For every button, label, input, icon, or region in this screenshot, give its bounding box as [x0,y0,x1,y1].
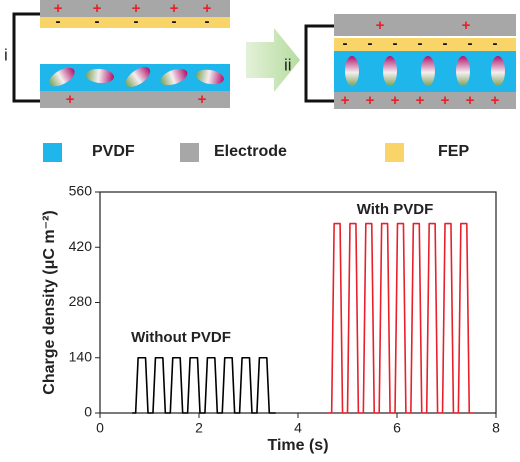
legend-swatch [180,143,199,162]
series-label: Without PVDF [131,329,231,346]
plus-sign: + [441,92,450,109]
electrode [334,14,516,36]
minus-sign: - [95,13,100,30]
x-axis-label: Time (s) [267,437,328,454]
x-tick-label: 0 [96,420,104,436]
series-label: With PVDF [357,201,434,218]
y-tick-label: 420 [69,238,93,254]
y-tick-label: 0 [84,404,92,420]
dipole [421,56,435,86]
minus-sign: - [205,13,210,30]
plus-sign: + [54,0,63,17]
legend-swatch [385,143,404,162]
plus-sign: + [341,92,350,109]
series-line [327,222,474,414]
dipole [86,68,114,84]
panel-label: ii [284,55,292,74]
plus-sign: + [93,0,102,17]
wire [12,12,40,103]
y-axis-label: Charge density (μC m⁻²) [41,210,58,394]
dipole [196,69,224,85]
dipole [456,56,470,86]
electrode [40,0,230,17]
fep-layer [334,38,516,51]
plus-sign: + [198,91,207,108]
minus-sign: - [468,35,473,52]
minus-sign: - [343,35,348,52]
plus-sign: + [416,92,425,109]
minus-sign: - [493,35,498,52]
minus-sign: - [418,35,423,52]
legend-label: Electrode [214,143,287,160]
wire [304,24,334,103]
plus-sign: + [462,17,471,34]
series-line [132,356,276,414]
minus-sign: - [172,13,177,30]
plus-sign: + [170,0,179,17]
legend-label: PVDF [92,143,135,160]
dipole [49,67,75,87]
plus-sign: + [366,92,375,109]
electrode [40,91,230,108]
electrode [334,92,516,109]
plus-sign: + [491,92,500,109]
arrow [246,28,300,92]
minus-sign: - [393,35,398,52]
minus-sign: - [443,35,448,52]
legend-swatch [43,143,62,162]
plus-sign: + [391,92,400,109]
legend-label: FEP [438,143,469,160]
y-tick-label: 280 [69,293,93,309]
dipole [345,56,359,86]
plus-sign: + [466,92,475,109]
dipole [383,56,397,86]
legend: PVDF Electrode FEP [43,143,469,162]
dipole [160,68,188,86]
x-tick-label: 2 [195,420,203,436]
minus-sign: - [134,13,139,30]
x-tick-label: 8 [492,420,500,436]
plus-sign: + [66,91,75,108]
panel-label: i [4,45,8,64]
schematic: i ii + + + + +- - - - -+ ++ +- - - - - - -+ + + + + + + [4,0,516,109]
plus-sign: + [132,0,141,17]
fep-layer [40,17,230,28]
chart: 0 2 4 6 8 0 140 280 420 560 Time (s) Charge density… [41,183,500,455]
y-tick-label: 140 [69,348,93,364]
x-tick-label: 4 [294,420,302,436]
plus-sign: + [203,0,212,17]
dipole [125,67,151,87]
x-tick-label: 6 [393,420,401,436]
minus-sign: - [368,35,373,52]
plus-sign: + [376,17,385,34]
dipole [491,56,505,86]
minus-sign: - [56,13,61,30]
y-tick-label: 560 [69,183,93,199]
